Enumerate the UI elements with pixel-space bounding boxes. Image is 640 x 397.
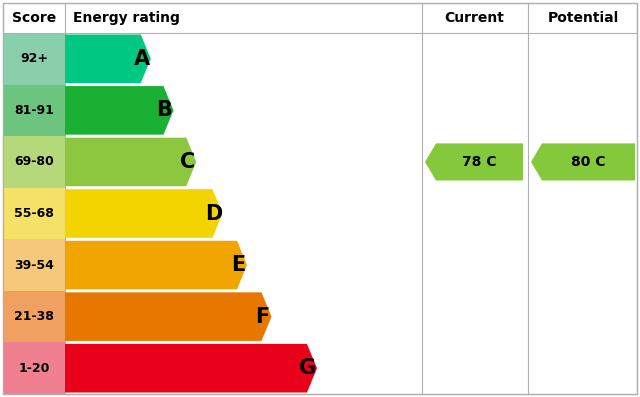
- Text: 80 C: 80 C: [572, 155, 605, 169]
- Text: 55-68: 55-68: [14, 207, 54, 220]
- Text: G: G: [300, 358, 317, 378]
- Text: B: B: [157, 100, 172, 120]
- Polygon shape: [531, 143, 635, 181]
- Text: 81-91: 81-91: [14, 104, 54, 117]
- Polygon shape: [65, 344, 317, 393]
- Text: Score: Score: [12, 11, 56, 25]
- Polygon shape: [425, 143, 523, 181]
- Polygon shape: [65, 241, 247, 289]
- Bar: [3, 85, 65, 136]
- Bar: [3, 188, 65, 239]
- Polygon shape: [65, 86, 173, 135]
- Text: A: A: [134, 49, 150, 69]
- Text: 39-54: 39-54: [14, 258, 54, 272]
- Polygon shape: [65, 138, 196, 186]
- Bar: [3, 291, 65, 343]
- Text: Current: Current: [444, 11, 504, 25]
- Polygon shape: [65, 189, 223, 238]
- Text: C: C: [180, 152, 195, 172]
- Text: D: D: [205, 204, 222, 224]
- Text: 69-80: 69-80: [14, 156, 54, 168]
- Bar: [3, 33, 65, 85]
- Bar: [3, 136, 65, 188]
- Bar: [3, 343, 65, 394]
- Text: 92+: 92+: [20, 52, 48, 65]
- Bar: [3, 239, 65, 291]
- Text: Potential: Potential: [547, 11, 619, 25]
- Text: E: E: [231, 255, 245, 275]
- Polygon shape: [65, 35, 151, 83]
- Text: 78 C: 78 C: [462, 155, 497, 169]
- Text: 21-38: 21-38: [14, 310, 54, 323]
- Text: 1-20: 1-20: [19, 362, 50, 375]
- Polygon shape: [65, 292, 271, 341]
- Text: Energy rating: Energy rating: [73, 11, 180, 25]
- Text: F: F: [255, 306, 269, 327]
